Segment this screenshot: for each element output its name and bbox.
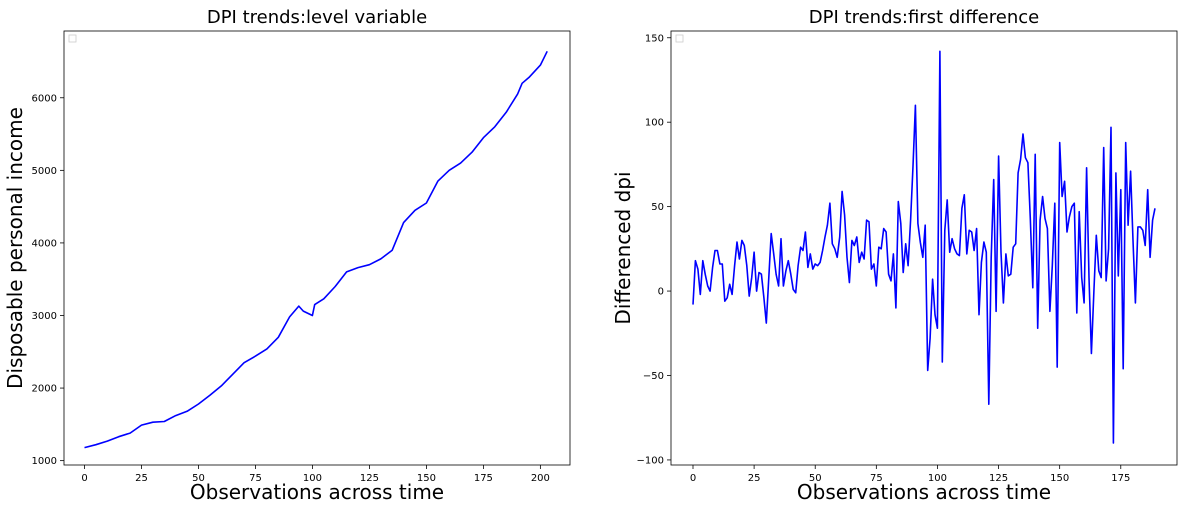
x-tick-label: 100 xyxy=(303,473,322,484)
x-tick-label: 25 xyxy=(135,473,148,484)
x-tick-label: 175 xyxy=(474,473,493,484)
y-tick-label: −100 xyxy=(637,455,664,466)
y-axis-label: Disposable personal income xyxy=(3,107,27,389)
x-tick-label: 0 xyxy=(81,473,87,484)
y-tick-label: 5000 xyxy=(32,166,57,177)
x-axis-label: Observations across time xyxy=(797,480,1051,504)
x-tick-label: 150 xyxy=(1050,473,1069,484)
y-tick-label: 2000 xyxy=(32,384,57,395)
x-tick-label: 125 xyxy=(989,473,1008,484)
chart-title: DPI trends:level variable xyxy=(207,7,427,28)
x-tick-label: 0 xyxy=(690,473,696,484)
x-axis-label: Observations across time xyxy=(190,480,444,504)
x-tick-label: 125 xyxy=(360,473,379,484)
y-tick-label: 1000 xyxy=(32,456,57,467)
x-tick-label: 50 xyxy=(809,473,822,484)
left-chart-panel: DPI trends:level variable 0 25 50 75 100 125 15… xyxy=(3,7,571,504)
y-tick-label: 0 xyxy=(658,287,664,298)
plot-frame xyxy=(670,30,1178,466)
y-tick-label: 100 xyxy=(645,118,664,129)
series-line xyxy=(84,50,548,449)
y-tick-label: 3000 xyxy=(32,311,57,322)
x-tick-label: 200 xyxy=(531,473,550,484)
x-tick-label: 75 xyxy=(870,473,883,484)
y-tick-label: 4000 xyxy=(32,238,57,249)
chart-title: DPI trends:first difference xyxy=(809,7,1039,28)
plot-frame xyxy=(63,30,571,466)
legend-box xyxy=(68,34,77,43)
x-tick-label: 75 xyxy=(249,473,262,484)
x-tick-label: 100 xyxy=(928,473,947,484)
y-tick-label: 50 xyxy=(651,202,664,213)
right-chart-panel: DPI trends:first difference 0 25 50 75 100 125… xyxy=(611,7,1178,504)
y-tick-label: 6000 xyxy=(32,93,57,104)
x-tick-label: 150 xyxy=(417,473,436,484)
x-tick-label: 50 xyxy=(192,473,205,484)
y-tick-label: 150 xyxy=(645,33,664,44)
y-axis-label: Differenced dpi xyxy=(611,171,635,324)
legend-box xyxy=(675,34,684,43)
series-line xyxy=(692,50,1156,444)
x-tick-label: 175 xyxy=(1111,473,1130,484)
x-tick-label: 25 xyxy=(748,473,761,484)
y-tick-label: −50 xyxy=(643,371,664,382)
